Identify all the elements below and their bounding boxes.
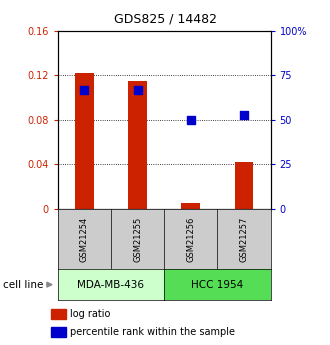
Point (188, 117, 193, 122)
Bar (128, 81, 147, 209)
Bar (182, 203, 200, 209)
Point (82, 87, 87, 92)
Bar (51, 327, 66, 337)
Bar (235, 162, 253, 209)
Text: cell line: cell line (3, 280, 44, 289)
Text: GSM21257: GSM21257 (240, 216, 248, 262)
Text: log ratio: log ratio (70, 309, 111, 319)
Text: percentile rank within the sample: percentile rank within the sample (70, 327, 235, 337)
Point (241, 112, 247, 117)
Point (135, 87, 140, 92)
Text: MDA-MB-436: MDA-MB-436 (78, 280, 145, 289)
Text: GSM21254: GSM21254 (80, 216, 89, 262)
Bar (51, 309, 66, 319)
Text: HCC 1954: HCC 1954 (191, 280, 244, 289)
Text: GSM21256: GSM21256 (186, 216, 195, 262)
Text: GSM21255: GSM21255 (133, 216, 142, 262)
Bar (75, 73, 94, 209)
Text: GDS825 / 14482: GDS825 / 14482 (114, 12, 216, 25)
